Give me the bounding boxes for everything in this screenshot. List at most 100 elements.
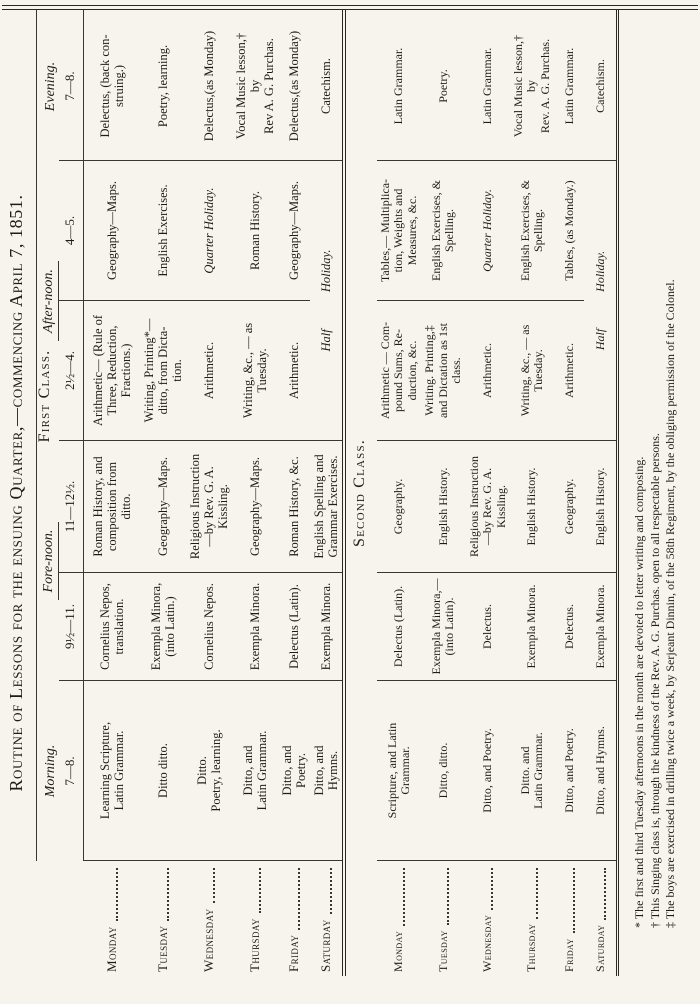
cell-forenoon-1: Exempla Minora. [232,573,278,681]
time-forenoon-1: 9½—11. [59,573,83,681]
cell-afternoon-2: English Exercises, & Spelling. [509,161,555,301]
time-afternoon-2: 4—5. [59,161,83,301]
cell-morning: Ditto ditto. [140,681,186,861]
cell-evening: Vocal Music lesson,† by Rev A. G. Purcha… [232,12,278,161]
dot-leader [288,868,300,930]
cell-afternoon-1: Arithmetic— (Rule of Three, Reduction, F… [84,301,140,441]
cell-afternoon-1: Arithmetic. [186,301,232,441]
cell-afternoon-2: Quarter Holiday. [186,161,232,301]
cell-afternoon-1: Arithmetic. [465,301,510,441]
footnote-dagger: † This Singing class is, through the kin… [647,433,662,928]
day-label-text: Monday [391,930,406,972]
cell-evening: Delectus,(as Monday) [186,12,232,161]
day-label: Saturday [584,861,616,976]
dot-leader [320,868,332,915]
cell-afternoon-2: Tables, (as Monday.) [554,161,585,301]
day-label-text: Wednesday [200,908,216,972]
day-label-text: Friday [285,934,301,972]
cell-forenoon-1: Delectus. [554,573,585,681]
dot-leader [249,868,261,914]
second-class-heading: Second Class. [351,439,368,547]
cell-forenoon-2: Geography—Maps. [140,441,186,573]
table-row-thursday: Thursday Ditto, and Latin Grammar. Exemp… [232,10,278,976]
cell-half-holiday: Half Holiday. [584,161,617,441]
cell-evening: Catechism. [584,12,617,161]
cell-forenoon-1: Exempla Minora. [509,573,555,681]
cell-forenoon-1: Delectus (Latin). [278,573,310,681]
cell-evening: Delectus,(as Monday) [278,12,310,161]
cell-forenoon-2: Geography. [377,441,422,573]
time-header-row: 7—8. 9½—11. 11—12½. 2½—4. 4—5. 7—8. [59,10,84,861]
cell-evening: Latin Grammar. [554,12,585,161]
table-row-saturday: Saturday Ditto, and Hymns. Exempla Minor… [584,10,617,976]
day-label-text: Tuesday [435,930,450,972]
first-class-table: First Class. Morning. Fore-noon. After-n… [36,10,346,976]
page-title: Routine of Lessons for the ensuing Quart… [6,194,26,792]
day-label-text: Saturday [317,919,333,972]
cell-morning: Ditto, and Hymns. [310,681,342,861]
day-label: Saturday [310,861,342,976]
cell-afternoon-2: Roman History. [232,161,278,301]
cell-evening: Delectus, (back con- struing.) [84,12,140,161]
cell-morning: Ditto, and Poetry. [554,681,585,861]
cell-forenoon-1: Cornelius Nepos. [186,573,232,681]
cell-afternoon-2: English Exercises, & Spelling. [421,161,466,301]
footnote-asterisk: * The first and third Tuesday afternoons… [632,456,647,928]
table-row-wednesday: Wednesday Ditto. Poetry, learning. Corne… [186,10,232,976]
cell-forenoon-2: Religious Instruction —by Rev. G. A. Kis… [465,441,510,573]
cell-afternoon-2: Geography—Maps. [84,161,140,301]
day-label: Thursday [232,861,278,976]
cell-forenoon-2: Geography. [554,441,585,573]
cell-morning: Ditto, and Hymns. [584,681,617,861]
cell-forenoon-2: Roman History, and composition from ditt… [84,441,140,573]
cell-evening: Catechism. [310,12,342,161]
cell-afternoon-1: Writing. Printing,‡ and Dictation as 1st… [421,301,466,441]
day-label: Monday [84,861,140,976]
cell-morning: Ditto, and Latin Grammar. [232,681,278,861]
time-evening: 7—8. [59,12,83,161]
time-afternoon-1: 2½—4. [59,301,83,441]
cell-afternoon-1: Arithmetic. [554,301,585,441]
first-class-heading: First Class. [36,349,53,443]
cell-morning: Ditto, ditto. [421,681,466,861]
cell-forenoon-2: English History. [509,441,555,573]
day-label: Wednesday [186,861,232,976]
table-row-tuesday: Tuesday Ditto, ditto. Exempla Minora,— (… [421,10,466,976]
cell-afternoon-1: Writing, &c., — as Tuesday. [232,301,278,441]
footnotes: * The first and third Tuesday afternoons… [632,20,678,928]
table-row-friday: Friday Ditto, and Poetry. Delectus (Lati… [278,10,310,976]
cell-afternoon-2: Quarter Holiday. [465,161,510,301]
cell-afternoon-1: Arithmetic — Com- pound Sums, Re- ductio… [377,301,422,441]
day-label-text: Monday [103,926,119,972]
day-label: Friday [278,861,310,976]
table-row-friday: Friday Ditto, and Poetry. Delectus. Geog… [554,10,585,976]
day-label-text: Saturday [592,924,607,972]
dot-leader [482,868,494,910]
dot-leader [203,868,215,904]
day-label-text: Tuesday [154,925,170,972]
cell-afternoon-1: Arithmetic. [278,301,310,441]
cell-forenoon-2: English History. [421,441,466,573]
cell-forenoon-2: English History. [584,441,617,573]
footnote-double-dagger: ‡ The boys are exercised in drilling twi… [662,279,677,928]
cell-morning: Ditto, and Poetry. [278,681,310,861]
table-row-tuesday: Tuesday Ditto ditto. Exempla Minora, (in… [140,10,186,976]
cell-forenoon-2: English Spelling and Grammar Exercises. [310,441,342,573]
cell-forenoon-1: Exempla Minora, (into Latin.) [140,573,186,681]
table-row-saturday: Saturday Ditto, and Hymns. Exempla Minor… [310,10,342,976]
table-row-wednesday: Wednesday Ditto, and Poetry. Delectus. R… [465,10,510,976]
cell-forenoon-1: Delectus. [465,573,510,681]
cell-afternoon-2: English Exercises. [140,161,186,301]
cell-forenoon-2: Roman History, &c. [278,441,310,573]
cell-evening: Latin Grammar. [377,12,422,161]
cell-evening: Poetry, learning. [140,12,186,161]
cell-morning: Ditto, and Poetry. [465,681,510,861]
dot-leader [526,868,538,919]
cell-morning: Scripture, and Latin Grammar. [377,681,422,861]
table-row-thursday: Thursday Ditto. and Latin Grammar. Exemp… [509,10,555,976]
cell-afternoon-1: Writing, &c., — as Tuesday. [509,301,555,441]
time-forenoon-2: 11—12½. [59,441,83,573]
dot-leader [594,868,606,920]
cell-forenoon-1: Delectus (Latin). [377,573,422,681]
